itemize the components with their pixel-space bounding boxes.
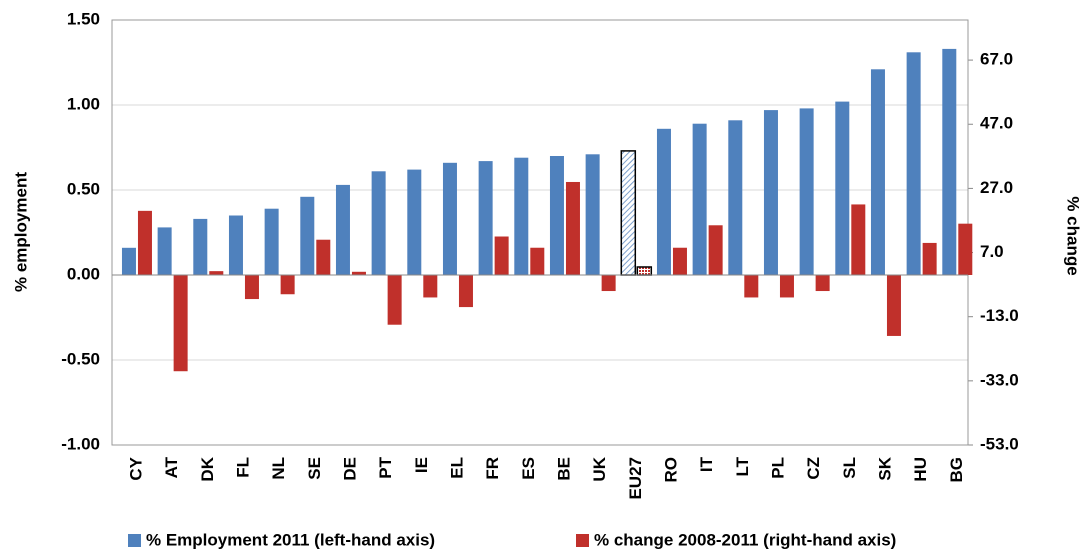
x-tick-label: LT bbox=[733, 456, 752, 476]
bar bbox=[958, 223, 973, 275]
y-tick-label: 0.00 bbox=[67, 264, 100, 283]
x-tick-label: SL bbox=[840, 457, 859, 479]
bar bbox=[371, 171, 386, 275]
bar bbox=[763, 110, 778, 275]
x-tick-label: CY bbox=[126, 456, 145, 480]
bar bbox=[316, 239, 331, 275]
x-tick-label: DE bbox=[340, 457, 359, 481]
x-tick-label: FL bbox=[233, 457, 252, 478]
bar bbox=[494, 236, 509, 275]
bar bbox=[799, 108, 814, 276]
x-tick-label: SK bbox=[875, 456, 894, 480]
x-tick-label: IE bbox=[412, 457, 431, 473]
bar bbox=[585, 154, 600, 275]
bar bbox=[244, 275, 259, 300]
x-tick-label: SE bbox=[305, 457, 324, 480]
x-tick-label: BG bbox=[947, 457, 966, 483]
bar bbox=[335, 184, 350, 275]
bar bbox=[387, 275, 402, 325]
y2-tick-label: 47.0 bbox=[980, 114, 1013, 133]
x-tick-label: EU27 bbox=[626, 457, 645, 500]
bar bbox=[351, 271, 366, 275]
bar bbox=[779, 275, 794, 298]
y2-tick-label: -13.0 bbox=[980, 306, 1019, 325]
y2-axis-title: % change bbox=[1064, 196, 1083, 275]
bar bbox=[193, 218, 208, 275]
bar bbox=[906, 52, 921, 275]
bar bbox=[157, 227, 172, 275]
bar bbox=[744, 275, 759, 298]
y-tick-label: 1.00 bbox=[67, 94, 100, 113]
bar bbox=[209, 271, 224, 275]
legend-swatch bbox=[576, 534, 589, 547]
x-tick-label: PL bbox=[768, 457, 787, 479]
bar bbox=[922, 242, 937, 275]
y-axis-title: % employment bbox=[11, 172, 30, 292]
bar bbox=[815, 275, 830, 292]
y-tick-label: -0.50 bbox=[61, 349, 100, 368]
bar bbox=[728, 120, 743, 275]
bar bbox=[514, 157, 529, 275]
x-tick-label: NL bbox=[269, 457, 288, 480]
y-tick-label: -1.00 bbox=[61, 434, 100, 453]
bar bbox=[407, 169, 422, 275]
bar bbox=[942, 48, 957, 276]
bar bbox=[620, 150, 637, 276]
x-tick-label: IT bbox=[697, 456, 716, 472]
x-tick-label: FR bbox=[483, 457, 502, 480]
x-tick-label: DK bbox=[198, 456, 217, 481]
bar bbox=[636, 266, 653, 276]
bar bbox=[835, 101, 850, 275]
bar bbox=[851, 204, 866, 275]
x-tick-label: UK bbox=[590, 456, 609, 481]
bar bbox=[692, 123, 707, 275]
x-tick-label: BE bbox=[554, 457, 573, 481]
bar bbox=[137, 210, 152, 275]
bar bbox=[280, 275, 295, 295]
bar bbox=[173, 275, 188, 372]
legend-swatch bbox=[128, 534, 141, 547]
bar bbox=[565, 181, 580, 275]
bar bbox=[121, 247, 136, 275]
bar bbox=[423, 275, 438, 298]
bar bbox=[886, 275, 901, 336]
bar bbox=[442, 162, 457, 275]
bar bbox=[601, 275, 616, 292]
x-tick-label: ES bbox=[519, 457, 538, 480]
x-tick-label: RO bbox=[661, 457, 680, 483]
y2-tick-label: 67.0 bbox=[980, 50, 1013, 69]
bar bbox=[672, 247, 687, 275]
bar bbox=[549, 156, 564, 275]
x-tick-label: AT bbox=[162, 456, 181, 478]
y2-tick-label: -53.0 bbox=[980, 434, 1019, 453]
bar bbox=[530, 247, 545, 275]
bar bbox=[478, 161, 493, 275]
x-tick-label: EL bbox=[447, 457, 466, 479]
x-tick-label: CZ bbox=[804, 457, 823, 480]
bar bbox=[300, 196, 315, 275]
y2-tick-label: -33.0 bbox=[980, 370, 1019, 389]
y2-tick-label: 27.0 bbox=[980, 178, 1013, 197]
legend-label: % change 2008-2011 (right-hand axis) bbox=[594, 530, 896, 549]
bar bbox=[708, 225, 723, 275]
y-tick-label: 0.50 bbox=[67, 179, 100, 198]
bar bbox=[458, 275, 473, 308]
bar bbox=[656, 128, 671, 275]
y-tick-label: 1.50 bbox=[67, 9, 100, 28]
y2-tick-label: 7.0 bbox=[980, 242, 1004, 261]
x-tick-label: HU bbox=[911, 457, 930, 482]
bar bbox=[264, 208, 279, 275]
legend-label: % Employment 2011 (left-hand axis) bbox=[146, 530, 435, 549]
bar bbox=[228, 215, 243, 275]
bar bbox=[870, 69, 885, 275]
x-tick-label: PT bbox=[376, 456, 395, 478]
